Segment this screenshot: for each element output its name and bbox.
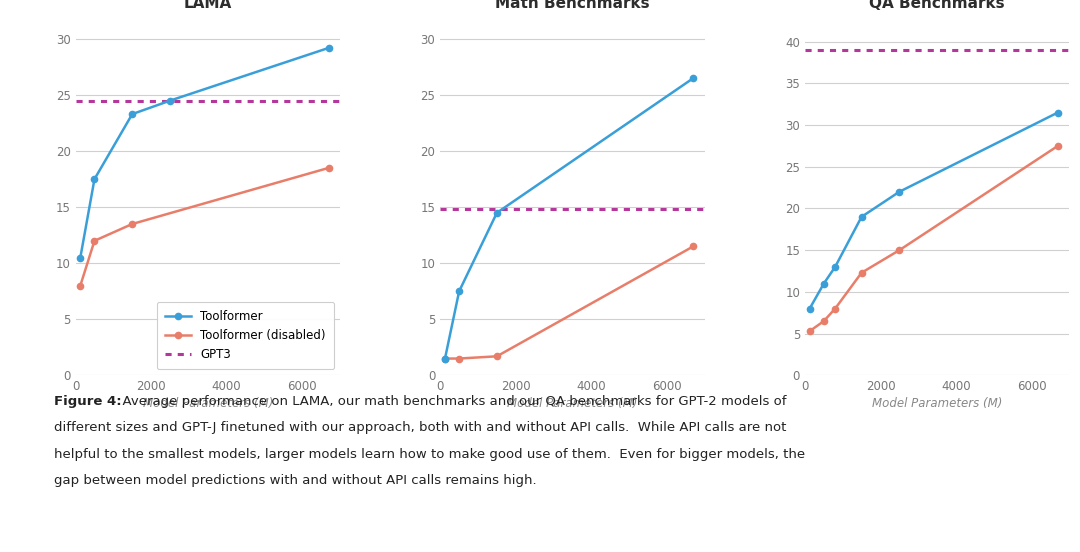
Legend: Toolformer, Toolformer (disabled), GPT3: Toolformer, Toolformer (disabled), GPT3 bbox=[157, 302, 334, 369]
Title: QA Benchmarks: QA Benchmarks bbox=[869, 0, 1004, 11]
Text: helpful to the smallest models, larger models learn how to make good use of them: helpful to the smallest models, larger m… bbox=[54, 448, 805, 461]
X-axis label: Model Parameters (M): Model Parameters (M) bbox=[143, 397, 273, 410]
Text: Average performance on LAMA, our math benchmarks and our QA benchmarks for GPT-2: Average performance on LAMA, our math be… bbox=[114, 395, 787, 408]
Text: Figure 4:: Figure 4: bbox=[54, 395, 122, 408]
Text: gap between model predictions with and without API calls remains high.: gap between model predictions with and w… bbox=[54, 474, 537, 487]
Title: Math Benchmarks: Math Benchmarks bbox=[495, 0, 650, 11]
X-axis label: Model Parameters (M): Model Parameters (M) bbox=[508, 397, 637, 410]
X-axis label: Model Parameters (M): Model Parameters (M) bbox=[872, 397, 1002, 410]
Text: different sizes and GPT-J finetuned with our approach, both with and without API: different sizes and GPT-J finetuned with… bbox=[54, 421, 786, 434]
Title: LAMA: LAMA bbox=[184, 0, 232, 11]
